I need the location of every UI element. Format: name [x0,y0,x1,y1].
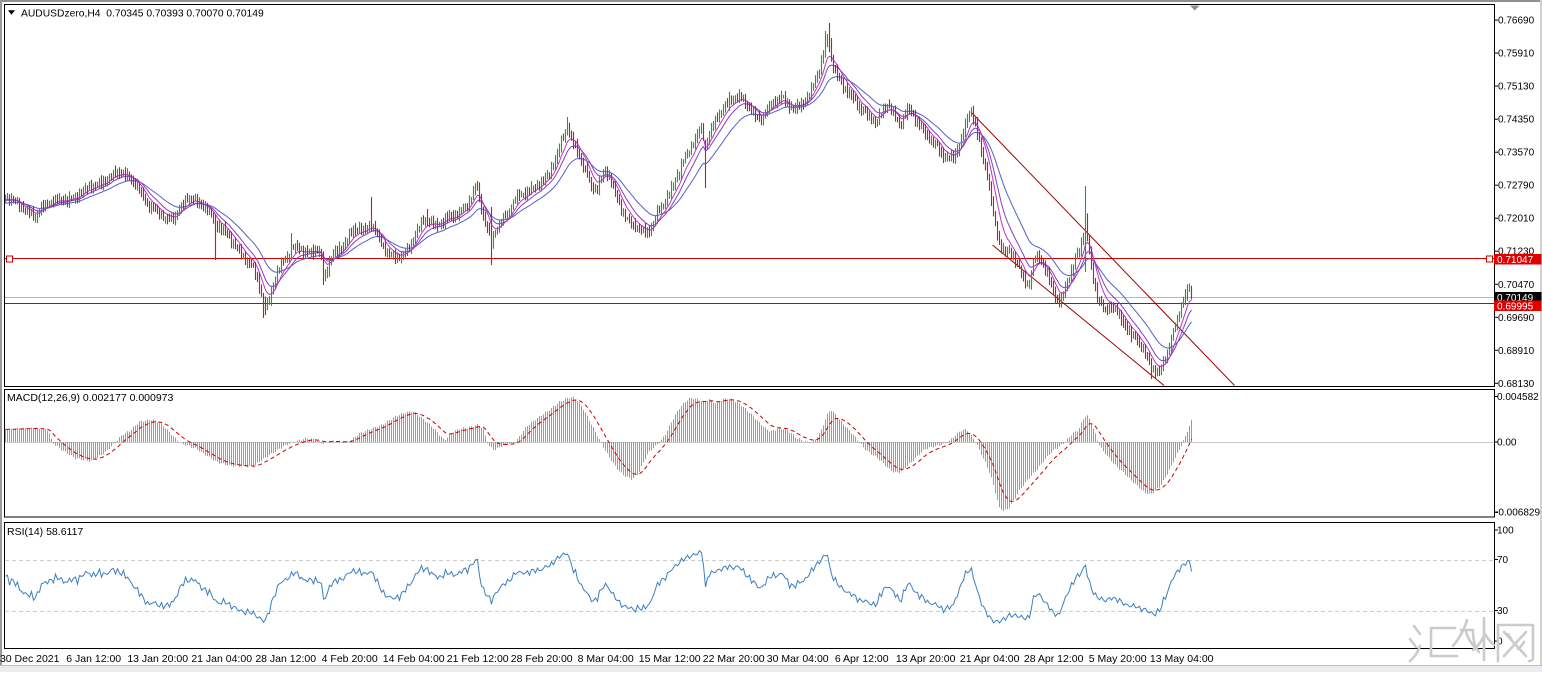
svg-text:21 Apr 04:00: 21 Apr 04:00 [960,653,1020,665]
svg-text:0.00: 0.00 [1497,438,1517,449]
svg-text:MACD(12,26,9) 0.002177 0.00097: MACD(12,26,9) 0.002177 0.000973 [7,392,174,404]
svg-text:14 Feb 04:00: 14 Feb 04:00 [383,653,445,665]
svg-text:28 Apr 12:00: 28 Apr 12:00 [1024,653,1084,665]
svg-text:0.68910: 0.68910 [1498,346,1535,357]
svg-text:0.004582: 0.004582 [1497,392,1539,403]
svg-text:0.71230: 0.71230 [1498,247,1535,258]
svg-text:-0.006829: -0.006829 [1495,508,1540,519]
svg-text:13 Apr 20:00: 13 Apr 20:00 [896,653,956,665]
svg-text:RSI(14) 58.6117: RSI(14) 58.6117 [7,526,83,538]
svg-text:13 Jan 20:00: 13 Jan 20:00 [127,653,188,665]
svg-text:6 Jan 12:00: 6 Jan 12:00 [66,653,121,665]
svg-text:0.70149: 0.70149 [1497,293,1534,304]
svg-text:15 Mar 12:00: 15 Mar 12:00 [639,653,701,665]
svg-text:28 Jan 12:00: 28 Jan 12:00 [255,653,316,665]
svg-text:0.75130: 0.75130 [1498,82,1535,93]
svg-text:5 May 20:00: 5 May 20:00 [1089,653,1147,665]
svg-text:0.72790: 0.72790 [1498,181,1535,192]
svg-text:22 Mar 20:00: 22 Mar 20:00 [703,653,765,665]
svg-text:30 Mar 04:00: 30 Mar 04:00 [767,653,829,665]
svg-text:0.69690: 0.69690 [1498,313,1535,324]
svg-text:28 Feb 20:00: 28 Feb 20:00 [511,653,573,665]
svg-text:0.75910: 0.75910 [1498,49,1535,60]
svg-text:6 Apr 12:00: 6 Apr 12:00 [835,653,889,665]
svg-text:13 May 04:00: 13 May 04:00 [1150,653,1214,665]
svg-text:0.69995: 0.69995 [1497,302,1534,313]
svg-text:0: 0 [1497,637,1503,648]
svg-text:100: 100 [1497,526,1514,537]
svg-text:30: 30 [1497,606,1509,617]
svg-text:0.70470: 0.70470 [1498,280,1535,291]
svg-text:4 Feb 20:00: 4 Feb 20:00 [322,653,378,665]
svg-text:70: 70 [1497,555,1509,566]
svg-text:0.74350: 0.74350 [1498,115,1535,126]
svg-text:8 Mar 04:00: 8 Mar 04:00 [578,653,634,665]
svg-text:0.68130: 0.68130 [1498,379,1535,390]
svg-text:21 Jan 04:00: 21 Jan 04:00 [191,653,252,665]
svg-text:0.71047: 0.71047 [1497,255,1534,266]
svg-text:AUDUSDzero,H4 0.70345 0.70393: AUDUSDzero,H4 0.70345 0.70393 0.70070 0.… [21,9,264,20]
svg-text:0.76690: 0.76690 [1498,16,1535,27]
svg-text:30 Dec 2021: 30 Dec 2021 [0,653,60,665]
svg-text:21 Feb 12:00: 21 Feb 12:00 [447,653,509,665]
svg-text:0.73570: 0.73570 [1498,148,1535,159]
svg-text:0.72010: 0.72010 [1498,214,1535,225]
